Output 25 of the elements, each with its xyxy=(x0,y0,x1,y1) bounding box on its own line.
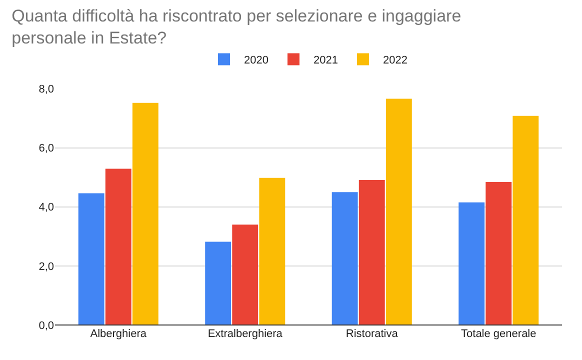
bar xyxy=(259,178,286,325)
bar xyxy=(78,193,104,325)
bar xyxy=(332,192,358,325)
y-tick-label: 0,0 xyxy=(38,320,54,332)
legend-label: 2021 xyxy=(313,54,338,67)
legend-label: 2022 xyxy=(382,54,408,67)
bar xyxy=(205,242,232,325)
x-tick-label: Totale generale xyxy=(461,328,536,340)
bar xyxy=(386,98,412,325)
x-tick-label: Extralberghiera xyxy=(208,328,284,340)
bar xyxy=(458,202,485,325)
y-tick-label: 2,0 xyxy=(38,260,54,273)
bar xyxy=(232,224,258,325)
bar xyxy=(132,102,158,325)
legend-label: 2020 xyxy=(244,54,268,67)
bar xyxy=(486,182,512,325)
y-tick-label: 8,0 xyxy=(38,84,54,96)
y-tick-label: 6,0 xyxy=(38,142,54,155)
x-tick-label: Ristorativa xyxy=(346,328,399,340)
bar xyxy=(105,168,132,325)
bar xyxy=(512,116,539,325)
bar xyxy=(358,180,385,325)
y-tick-label: 4,0 xyxy=(38,202,54,214)
x-tick-label: Alberghiera xyxy=(90,328,148,340)
chart-title: Quanta difficoltà ha riscontrato per selezionare e ingaggiare personale in Estate? xyxy=(12,6,462,48)
